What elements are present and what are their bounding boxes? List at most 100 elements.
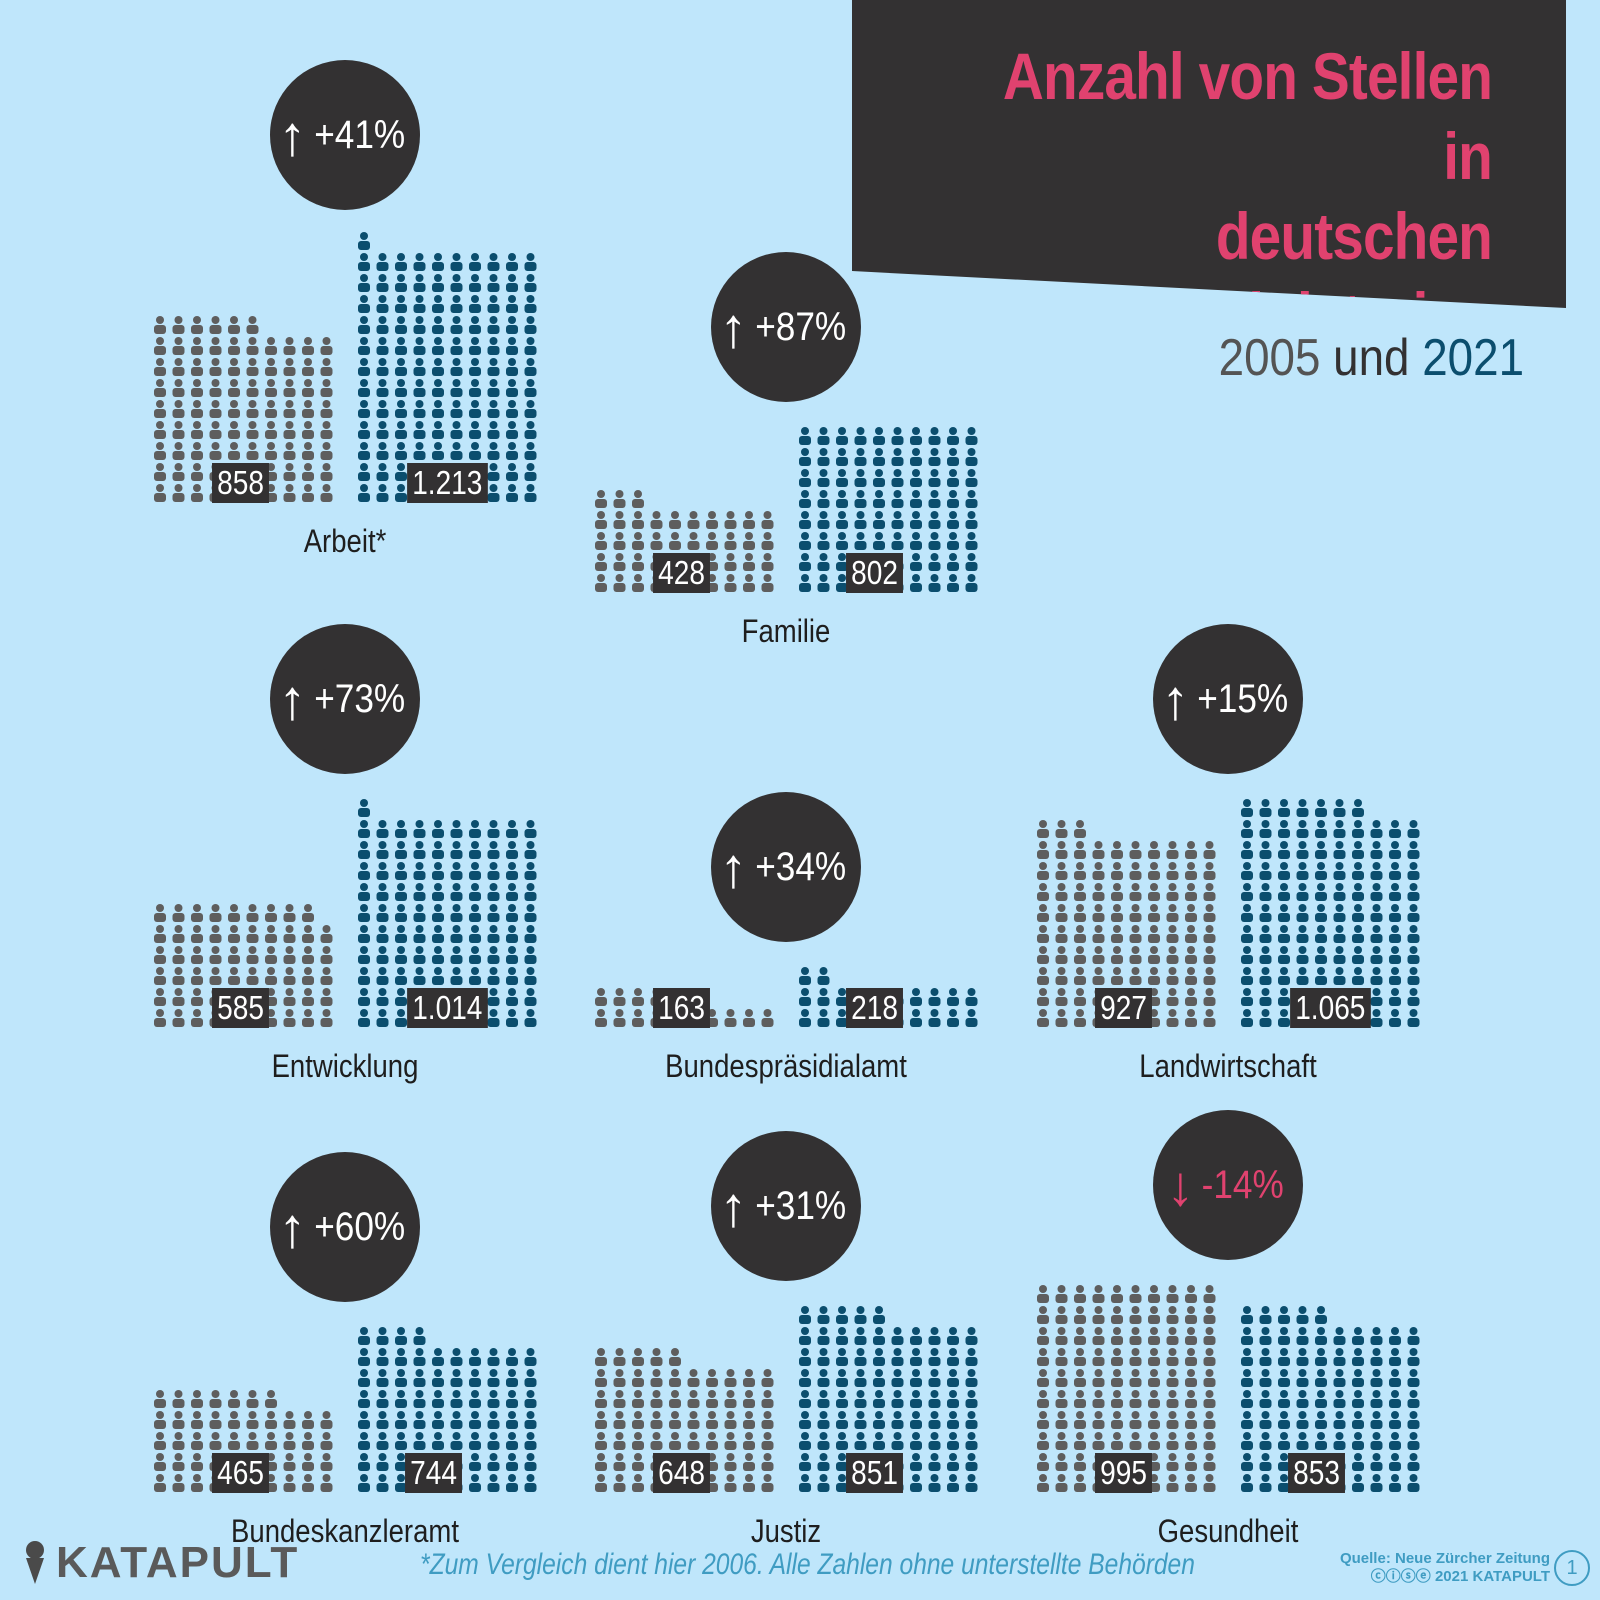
person-icon	[1407, 988, 1420, 1006]
person-icon	[172, 1453, 185, 1471]
person-icon	[1259, 1411, 1272, 1429]
person-icon	[487, 463, 500, 481]
person-icon	[524, 379, 537, 397]
person-icon	[1129, 862, 1142, 880]
person-icon	[724, 1432, 737, 1450]
person-icon	[910, 1348, 922, 1366]
person-icon	[650, 1369, 663, 1387]
person-icon	[1148, 1348, 1160, 1366]
person-icon	[487, 1411, 500, 1429]
person-icon	[524, 988, 537, 1006]
person-icon	[669, 1432, 681, 1450]
person-icon	[1241, 904, 1253, 922]
person-icon	[432, 841, 444, 859]
person-icon	[358, 925, 370, 943]
ministry-label: Bundespräsidialamt	[665, 1048, 907, 1084]
person-icon	[1074, 946, 1086, 964]
person-icon	[817, 427, 830, 445]
person-icon	[1074, 1369, 1086, 1387]
person-icon	[669, 1369, 681, 1387]
person-icon	[836, 988, 848, 1006]
person-icon	[1111, 1369, 1123, 1387]
person-icon	[413, 820, 426, 838]
person-icon	[395, 841, 407, 859]
person-icon	[283, 484, 296, 502]
ministry-panel: ↑ +15% 927 1.065 Landwirtschaft	[1028, 585, 1428, 1084]
person-icon	[1111, 841, 1123, 859]
person-icon	[469, 862, 481, 880]
change-badge: ↑ +73%	[270, 624, 420, 774]
person-icon	[595, 553, 607, 571]
person-icon	[469, 358, 481, 376]
person-icon	[1370, 1369, 1383, 1387]
person-icon	[1259, 1369, 1272, 1387]
person-icon	[172, 1411, 185, 1429]
person-icon	[1037, 883, 1049, 901]
person-icon	[209, 925, 222, 943]
person-icon	[209, 442, 222, 460]
person-icon	[836, 511, 848, 529]
person-icon	[817, 1369, 830, 1387]
person-icon	[1129, 1390, 1142, 1408]
person-icon	[320, 421, 333, 439]
person-icon	[469, 379, 481, 397]
person-icon	[469, 820, 481, 838]
person-icon	[891, 1432, 904, 1450]
person-icon	[1092, 1348, 1105, 1366]
person-icon	[1315, 820, 1327, 838]
person-icon	[669, 532, 681, 550]
person-icon	[172, 316, 185, 334]
person-icon	[376, 1474, 389, 1492]
person-icon	[1296, 820, 1309, 838]
person-icon	[432, 253, 444, 271]
person-icon	[265, 904, 277, 922]
person-icon	[613, 1390, 626, 1408]
person-icon	[947, 1009, 959, 1027]
person-icon	[1333, 862, 1346, 880]
license-icons: ⓒⓘⓢⓔ	[1370, 1568, 1435, 1585]
person-icon	[1407, 946, 1420, 964]
person-icon	[1074, 1009, 1086, 1027]
person-icon	[1055, 841, 1068, 859]
person-icon	[1074, 1411, 1086, 1429]
person-icon	[469, 967, 481, 985]
person-icon	[283, 1453, 296, 1471]
person-icon	[469, 1369, 481, 1387]
person-icon	[1037, 946, 1049, 964]
person-icon	[283, 421, 296, 439]
person-icon	[1185, 988, 1197, 1006]
person-icon	[172, 1009, 185, 1027]
person-icon	[506, 904, 518, 922]
person-icon	[1259, 820, 1272, 838]
person-icon	[1074, 1348, 1086, 1366]
person-icon	[891, 490, 904, 508]
person-icon	[1092, 1390, 1105, 1408]
value-label-2021: 744	[405, 1453, 463, 1493]
person-icon	[836, 1009, 848, 1027]
person-icon	[358, 946, 370, 964]
person-icon	[910, 574, 922, 592]
person-icon	[799, 1009, 811, 1027]
person-icon	[450, 400, 463, 418]
person-icon	[1166, 1453, 1179, 1471]
person-icon	[947, 511, 959, 529]
person-icon	[1111, 1285, 1123, 1303]
person-icon	[1185, 946, 1197, 964]
person-icon	[413, 862, 426, 880]
person-icon	[1074, 904, 1086, 922]
person-icon	[854, 532, 867, 550]
person-icon	[928, 988, 941, 1006]
person-icon	[1074, 967, 1086, 985]
person-icon	[302, 400, 314, 418]
person-icon	[1389, 967, 1401, 985]
person-icon	[854, 511, 867, 529]
person-icon	[928, 532, 941, 550]
person-icon	[191, 316, 203, 334]
person-icon	[1185, 1348, 1197, 1366]
person-icon	[209, 358, 222, 376]
person-icon	[1203, 1327, 1216, 1345]
person-icon	[1333, 1390, 1346, 1408]
person-icon	[246, 946, 259, 964]
person-icon	[595, 1432, 607, 1450]
person-icon	[432, 274, 444, 292]
